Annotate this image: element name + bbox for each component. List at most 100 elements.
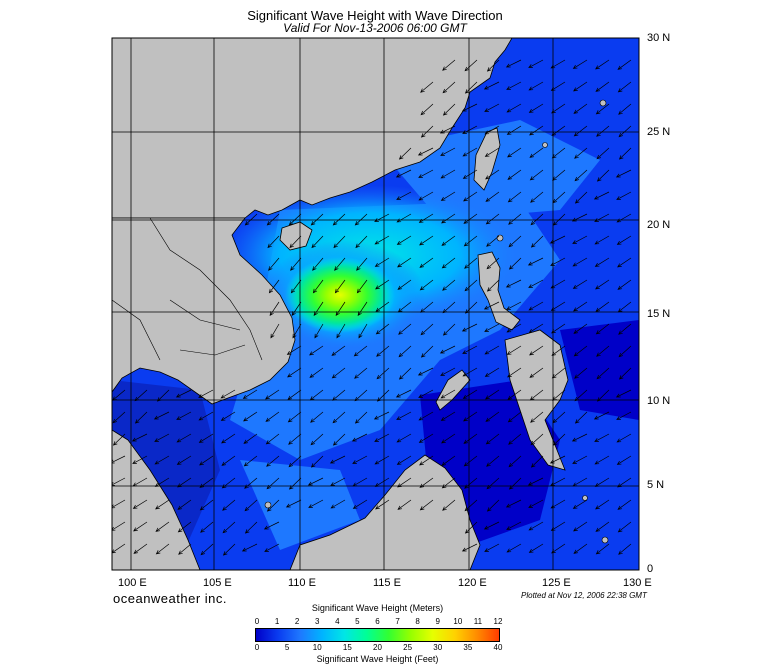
wave-direction-arrow [551,367,566,379]
wave-direction-arrow [311,235,324,249]
wave-direction-arrow [615,169,632,178]
wave-direction-arrow [506,323,522,333]
wave-direction-arrow [440,411,456,421]
wave-direction-arrow [397,257,412,268]
wave-direction-arrow [308,499,324,508]
wave-direction-arrow [530,455,544,468]
wave-direction-arrow [176,411,192,420]
wave-direction-arrow [420,345,434,358]
wave-direction-arrow [462,125,478,134]
wave-direction-arrow [573,543,588,554]
wave-direction-arrow [505,279,522,288]
wave-direction-arrow [156,389,170,402]
wave-direction-arrow [132,477,148,487]
wave-direction-arrow [177,477,192,488]
wave-direction-arrow [335,301,346,316]
wave-direction-arrow [310,411,324,423]
wave-direction-arrow [419,499,434,511]
wave-direction-arrow [530,191,544,203]
country-border [179,344,246,356]
wave-direction-arrow [506,543,522,553]
wave-direction-arrow [199,455,214,466]
wave-direction-arrow [439,125,456,134]
wave-direction-arrow [505,499,522,508]
wave-direction-arrow [549,455,566,464]
wave-direction-arrow [334,279,346,294]
wave-direction-arrow [199,477,214,488]
wave-direction-arrow [507,147,522,158]
wave-direction-arrow [595,543,610,555]
wave-direction-arrow [484,147,500,157]
wave-direction-arrow [552,213,566,226]
lon-label: 130 E [623,577,652,589]
wave-direction-arrow [617,477,632,488]
wave-direction-arrow [112,389,126,401]
meter-tick-label: 0 [254,617,260,626]
feet-tick-label: 15 [342,643,352,652]
wave-direction-arrow [336,323,346,339]
wave-direction-arrow [332,433,346,446]
wave-direction-arrow [267,235,280,249]
wave-direction-arrow [595,499,610,510]
wave-direction-arrow [552,433,566,446]
wave-direction-arrow [507,367,522,378]
wave-direction-arrow [395,169,412,178]
lon-label: 110 E [288,577,316,589]
wave-direction-arrow [508,235,522,248]
wave-direction-arrow [269,301,280,316]
wave-direction-arrow [573,323,588,334]
wave-direction-arrow [530,213,544,226]
wave-direction-arrow [462,345,478,354]
wave-direction-arrow [376,367,390,380]
wave-direction-arrow [176,433,192,443]
wave-direction-arrow [420,103,434,116]
wave-direction-arrow [112,499,126,509]
wave-direction-arrow [222,521,236,534]
wave-direction-arrow [484,323,500,332]
wave-direction-arrow [483,81,500,90]
wave-direction-arrow [461,543,478,552]
meter-tick-label: 11 [473,617,483,626]
wave-direction-arrow [530,411,544,423]
wave-direction-arrow [484,103,500,112]
wave-direction-arrow [618,367,632,380]
colorbar-title-meters: Significant Wave Height (Meters) [311,603,444,613]
wave-direction-arrow [244,521,258,534]
wave-direction-arrow [285,499,302,508]
wave-direction-arrow [595,59,610,70]
wave-direction-arrow [242,389,258,399]
wave-direction-arrow [329,455,346,464]
wave-direction-arrow [440,169,456,179]
wave-direction-arrow [309,367,324,378]
wave-direction-arrow [617,521,632,533]
wave-direction-arrow [484,345,500,355]
land-indochina [112,217,296,405]
wave-direction-arrow [528,543,544,553]
wave-direction-arrow [178,543,192,555]
wave-direction-arrow [486,59,500,72]
wave-direction-arrow [486,279,500,292]
lat-label: 25 N [647,126,671,138]
wave-direction-arrow [351,433,368,442]
wave-direction-arrow [595,279,610,290]
feet-tick-label: 30 [433,643,443,652]
wave-direction-arrow [529,367,544,378]
wave-direction-arrow [331,367,346,379]
wave-direction-arrow [418,433,434,443]
wave-direction-arrow [463,433,478,444]
wave-direction-arrow [222,499,236,511]
wave-direction-arrow [572,59,588,69]
wave-direction-arrow [112,411,126,424]
wave-direction-arrow [310,213,324,226]
wave-direction-arrow [462,389,478,399]
wave-direction-arrow [220,389,236,399]
land-malay-peninsula [112,429,201,570]
wave-direction-arrow [375,499,390,510]
wave-direction-arrow [270,323,280,339]
meter-tick-label: 10 [453,617,463,626]
wave-direction-arrow [313,301,324,316]
wave-direction-arrow [507,191,522,203]
wave-direction-arrow [354,213,368,226]
wave-direction-arrow [398,147,412,160]
wave-direction-arrow [395,389,412,398]
